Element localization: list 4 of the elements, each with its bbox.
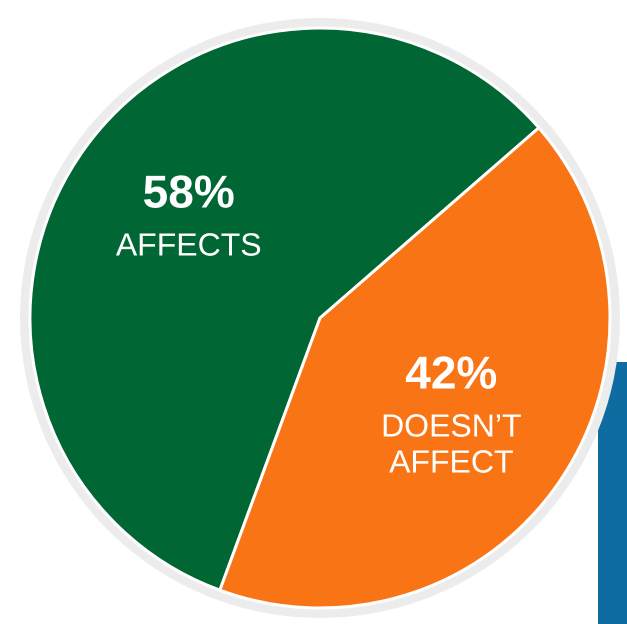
slice-label: AFFECTS — [116, 226, 262, 262]
slice-label: DOESN’T AFFECT — [381, 408, 522, 480]
data-label: 58% — [142, 165, 235, 218]
data-label: 42% — [405, 346, 498, 399]
